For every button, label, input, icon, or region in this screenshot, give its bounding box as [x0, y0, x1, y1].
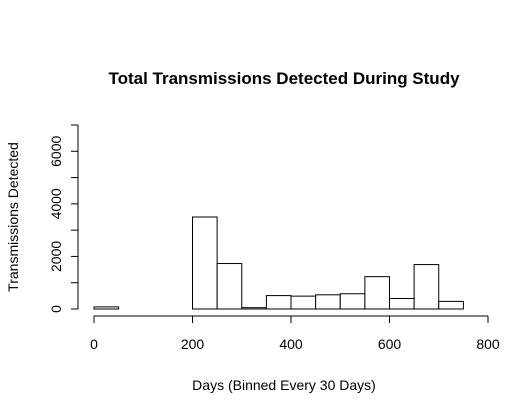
x-tick-label: 200	[181, 336, 205, 352]
y-tick-label: 6000	[48, 136, 64, 167]
histogram-bar	[93, 306, 120, 310]
histogram-bar	[315, 294, 341, 310]
histogram-bar	[438, 300, 464, 310]
x-tick-label: 600	[378, 336, 402, 352]
histogram-bar	[290, 295, 317, 310]
x-tick-label: 800	[476, 336, 500, 352]
y-axis-label: Transmissions Detected	[5, 142, 21, 292]
y-axis: 0 2000 4000 6000	[48, 124, 79, 313]
y-tick-label: 0	[48, 305, 64, 313]
histogram-bar	[339, 293, 366, 310]
histogram-bar	[413, 264, 440, 310]
y-tick-label: 2000	[48, 241, 64, 272]
chart-title: Total Transmissions Detected During Stud…	[108, 69, 460, 88]
histogram-bar	[192, 216, 218, 310]
histogram-bar	[364, 276, 390, 310]
x-axis: 0 200 400 600 800	[90, 315, 500, 352]
y-tick-label: 4000	[48, 188, 64, 219]
histogram-bars	[93, 216, 464, 310]
histogram-bar	[216, 263, 243, 310]
x-axis-label: Days (Binned Every 30 Days)	[192, 377, 376, 393]
histogram-bar	[389, 297, 415, 310]
histogram-bar	[241, 307, 267, 310]
histogram-bar	[265, 295, 292, 310]
x-tick-label: 400	[279, 336, 303, 352]
x-tick-label: 0	[90, 336, 98, 352]
